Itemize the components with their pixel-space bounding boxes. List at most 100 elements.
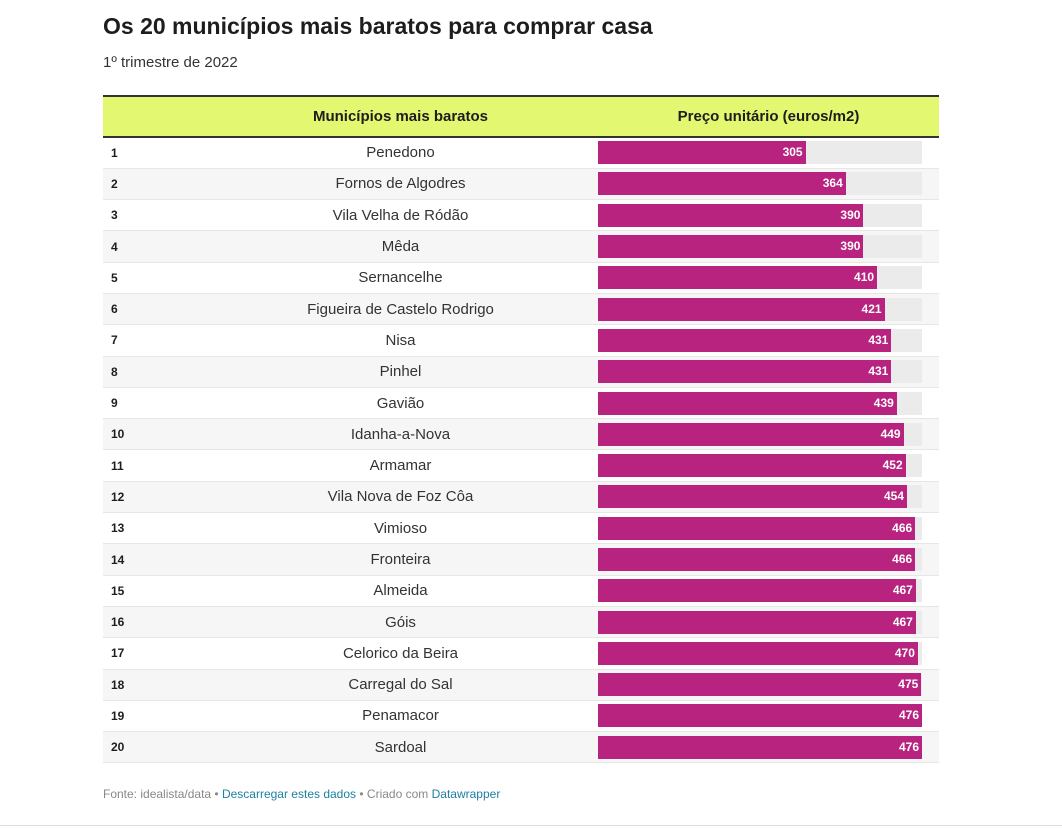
bar-track: 475 xyxy=(598,673,922,697)
rank-cell: 16 xyxy=(103,606,203,639)
price-cell: 439 xyxy=(598,387,939,420)
table-row: 13 Vimioso 466 xyxy=(103,512,939,545)
bar-track: 470 xyxy=(598,641,922,665)
municipality-name: Góis xyxy=(203,606,598,639)
rank-cell: 2 xyxy=(103,168,203,201)
price-value-label: 476 xyxy=(898,739,919,754)
municipality-name: Vila Velha de Ródão xyxy=(203,199,598,232)
bar-track: 467 xyxy=(598,579,922,603)
price-bar: 467 xyxy=(598,610,916,634)
price-value-label: 421 xyxy=(861,301,882,316)
price-bar: 390 xyxy=(598,203,864,227)
price-value-label: 467 xyxy=(892,614,913,629)
price-bar: 454 xyxy=(598,485,908,509)
price-cell: 467 xyxy=(598,575,939,607)
rank-cell: 1 xyxy=(103,137,203,169)
municipality-name: Figueira de Castelo Rodrigo xyxy=(203,293,598,326)
municipality-name: Sernancelhe xyxy=(203,262,598,294)
municipality-name: Carregal do Sal xyxy=(203,669,598,701)
table-row: 20 Sardoal 476 xyxy=(103,731,939,764)
table-row: 16 Góis 467 xyxy=(103,606,939,639)
price-cell: 467 xyxy=(598,606,939,639)
table-row: 10 Idanha-a-Nova 449 xyxy=(103,418,939,451)
bar-track: 305 xyxy=(598,141,922,165)
rank-cell: 12 xyxy=(103,481,203,514)
bar-track: 454 xyxy=(598,485,922,509)
price-column-header[interactable]: Preço unitário (euros/m2) xyxy=(598,95,939,138)
rank-cell: 9 xyxy=(103,387,203,420)
price-bar: 390 xyxy=(598,235,864,259)
name-column-header[interactable]: Municípios mais baratos xyxy=(203,95,598,138)
rank-cell: 10 xyxy=(103,418,203,451)
price-value-label: 476 xyxy=(898,708,919,723)
price-cell: 476 xyxy=(598,731,939,764)
price-bar: 452 xyxy=(598,454,906,478)
municipality-name: Gavião xyxy=(203,387,598,420)
price-bar: 467 xyxy=(598,579,916,603)
bar-track: 390 xyxy=(598,203,922,227)
price-bar: 475 xyxy=(598,673,922,697)
bar-track: 466 xyxy=(598,548,922,571)
price-bar: 476 xyxy=(598,735,922,759)
rank-cell: 11 xyxy=(103,449,203,482)
table-row: 8 Pinhel 431 xyxy=(103,356,939,388)
price-value-label: 452 xyxy=(882,458,903,473)
bar-track: 431 xyxy=(598,328,922,352)
table-body: 1 Penedono 305 2 Fornos de Algodres 364 3 Vila … xyxy=(103,137,939,764)
ranking-table: Municípios mais baratos Preço unitário (… xyxy=(103,95,939,764)
bar-track: 364 xyxy=(598,172,922,196)
table-row: 19 Penamacor 476 xyxy=(103,700,939,733)
datawrapper-link[interactable]: Datawrapper xyxy=(431,787,501,801)
bar-track: 476 xyxy=(598,735,922,759)
municipality-name: Vimioso xyxy=(203,512,598,545)
price-bar: 449 xyxy=(598,422,904,446)
footer-separator: • xyxy=(211,787,222,801)
price-cell: 431 xyxy=(598,356,939,388)
municipality-name: Mêda xyxy=(203,230,598,263)
rank-cell: 15 xyxy=(103,575,203,607)
price-bar: 439 xyxy=(598,391,897,415)
price-value-label: 449 xyxy=(880,426,901,441)
bar-track: 410 xyxy=(598,266,922,290)
bottom-divider xyxy=(0,825,1062,826)
price-cell: 390 xyxy=(598,230,939,263)
source-text: Fonte: idealista/data xyxy=(103,787,212,801)
rank-cell: 5 xyxy=(103,262,203,294)
bar-track: 390 xyxy=(598,235,922,259)
bar-track: 476 xyxy=(598,704,922,728)
price-value-label: 364 xyxy=(822,176,843,191)
created-with-text: Criado com xyxy=(366,787,429,801)
price-bar: 421 xyxy=(598,297,885,321)
table-row: 1 Penedono 305 xyxy=(103,137,939,169)
rank-cell: 20 xyxy=(103,731,203,764)
footer-separator: • xyxy=(356,787,367,801)
chart-subtitle: 1º trimestre de 2022 xyxy=(103,54,238,71)
bar-track: 421 xyxy=(598,297,922,321)
municipality-name: Armamar xyxy=(203,449,598,482)
bar-track: 467 xyxy=(598,610,922,634)
price-value-label: 431 xyxy=(868,364,889,379)
price-cell: 476 xyxy=(598,700,939,733)
price-bar: 466 xyxy=(598,548,916,571)
price-value-label: 475 xyxy=(898,677,919,692)
price-cell: 410 xyxy=(598,262,939,294)
price-cell: 364 xyxy=(598,168,939,201)
municipality-name: Celorico da Beira xyxy=(203,637,598,670)
bar-track: 431 xyxy=(598,360,922,384)
price-value-label: 470 xyxy=(894,645,915,660)
bar-track: 466 xyxy=(598,516,922,540)
rank-cell: 13 xyxy=(103,512,203,545)
chart-title: Os 20 municípios mais baratos para compr… xyxy=(103,13,653,39)
price-value-label: 466 xyxy=(892,520,913,535)
price-value-label: 410 xyxy=(854,270,875,285)
price-value-label: 454 xyxy=(883,489,905,504)
price-cell: 431 xyxy=(598,324,939,357)
rank-cell: 14 xyxy=(103,543,203,576)
price-bar: 470 xyxy=(598,641,918,665)
download-data-link[interactable]: Descarregar estes dados xyxy=(221,787,357,801)
price-bar: 364 xyxy=(598,172,846,196)
table-row: 12 Vila Nova de Foz Côa 454 xyxy=(103,481,939,514)
rank-column-header[interactable] xyxy=(103,95,203,138)
price-cell: 421 xyxy=(598,293,939,326)
rank-cell: 4 xyxy=(103,230,203,263)
